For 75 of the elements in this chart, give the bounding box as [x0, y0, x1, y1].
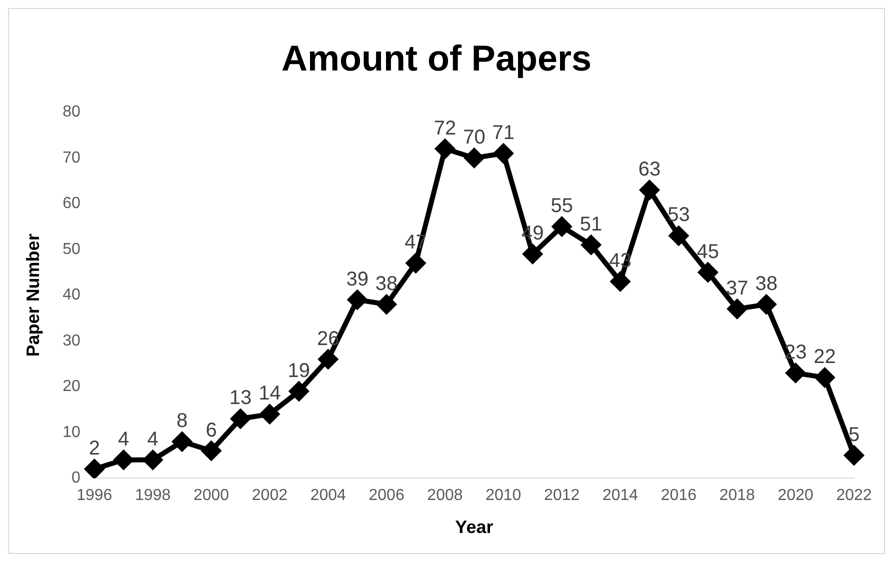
- point: [377, 294, 396, 314]
- point: [435, 139, 454, 158]
- point: [202, 441, 221, 460]
- x-tick-label: 2002: [252, 487, 288, 504]
- data-label: 63: [638, 158, 661, 180]
- point: [143, 450, 162, 470]
- point: [698, 262, 718, 282]
- x-tick-label: 2012: [544, 487, 580, 504]
- data-label: 37: [726, 277, 748, 300]
- point: [494, 144, 513, 163]
- point: [640, 180, 659, 200]
- y-tick-label: 20: [62, 378, 80, 396]
- chart-title: Amount of Papers: [281, 38, 592, 79]
- data-label: 55: [550, 195, 573, 218]
- point: [756, 294, 776, 314]
- data-label: 72: [434, 117, 456, 140]
- point: [172, 432, 192, 452]
- point: [786, 363, 806, 382]
- point: [318, 350, 338, 369]
- data-label: 38: [375, 272, 398, 295]
- y-tick-label: 10: [62, 424, 80, 441]
- point: [844, 446, 864, 465]
- x-tick-label: 2004: [310, 487, 346, 504]
- point: [582, 235, 601, 254]
- data-label: 4: [147, 428, 158, 450]
- point: [552, 217, 572, 236]
- y-tick-label: 40: [62, 286, 80, 304]
- data-label: 70: [463, 126, 486, 148]
- data-label: 13: [229, 387, 252, 410]
- x-tick-label: 2006: [368, 487, 404, 504]
- data-label: 5: [848, 424, 860, 446]
- point: [289, 382, 308, 401]
- point: [260, 404, 280, 424]
- y-tick-label: 50: [62, 240, 80, 258]
- data-label: 14: [258, 382, 281, 405]
- x-tick-label: 1998: [135, 487, 171, 504]
- x-tick-label: 2018: [719, 487, 756, 504]
- y-tick-label: 0: [71, 470, 80, 487]
- point: [348, 290, 367, 310]
- point: [728, 299, 747, 318]
- x-tick-label: 2000: [193, 487, 230, 504]
- point: [114, 450, 134, 470]
- data-label: 4: [118, 428, 130, 450]
- x-tick-label: 2008: [427, 487, 463, 504]
- y-tick-label: 80: [62, 104, 80, 121]
- data-label: 39: [346, 268, 368, 290]
- data-label: 38: [755, 272, 778, 295]
- x-tick-label: 2022: [836, 487, 872, 504]
- data-label: 8: [176, 410, 188, 432]
- point: [464, 148, 484, 168]
- y-tick-label: 30: [62, 332, 80, 350]
- x-tick-label: 1996: [76, 487, 112, 504]
- x-tick-label: 2020: [778, 487, 814, 504]
- point: [669, 226, 688, 246]
- data-label: 6: [206, 419, 217, 442]
- x-axis-title: Year: [455, 517, 494, 538]
- x-tick-label: 2010: [486, 487, 522, 504]
- data-label: 22: [814, 346, 836, 368]
- y-axis-title: Paper Number: [22, 234, 43, 357]
- data-label: 71: [492, 122, 515, 144]
- point: [523, 244, 542, 264]
- point: [230, 409, 250, 428]
- point: [406, 254, 426, 273]
- point: [610, 272, 630, 291]
- data-label: 51: [580, 213, 602, 236]
- y-tick-label: 70: [62, 149, 80, 166]
- y-tick-label: 60: [62, 195, 80, 212]
- point: [84, 460, 104, 478]
- x-tick-label: 2014: [602, 487, 638, 504]
- point: [815, 368, 834, 388]
- data-label: 53: [668, 204, 690, 226]
- data-label: 19: [288, 360, 310, 382]
- data-label: 45: [696, 240, 720, 263]
- x-tick-label: 2016: [660, 487, 697, 504]
- data-label: 2: [88, 438, 100, 460]
